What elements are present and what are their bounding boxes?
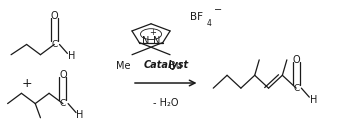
Text: Me: Me [116, 61, 130, 71]
Text: N: N [153, 36, 160, 46]
Text: O: O [293, 55, 300, 65]
Text: 4: 4 [207, 19, 212, 28]
Text: O: O [59, 70, 67, 80]
Text: Catalyst: Catalyst [143, 60, 188, 70]
Text: N: N [142, 36, 150, 46]
Text: O: O [50, 11, 58, 21]
Text: +: + [21, 77, 32, 90]
Text: Bu: Bu [169, 61, 182, 71]
Text: H: H [310, 95, 317, 105]
Text: C: C [60, 99, 66, 108]
Text: −: − [214, 5, 222, 15]
Text: - H₂O: - H₂O [153, 98, 178, 108]
Text: C: C [51, 40, 57, 49]
Text: C: C [293, 84, 299, 93]
Text: H: H [68, 51, 75, 61]
Text: H: H [76, 110, 84, 120]
Text: BF: BF [190, 12, 203, 22]
Text: +: + [149, 28, 156, 37]
